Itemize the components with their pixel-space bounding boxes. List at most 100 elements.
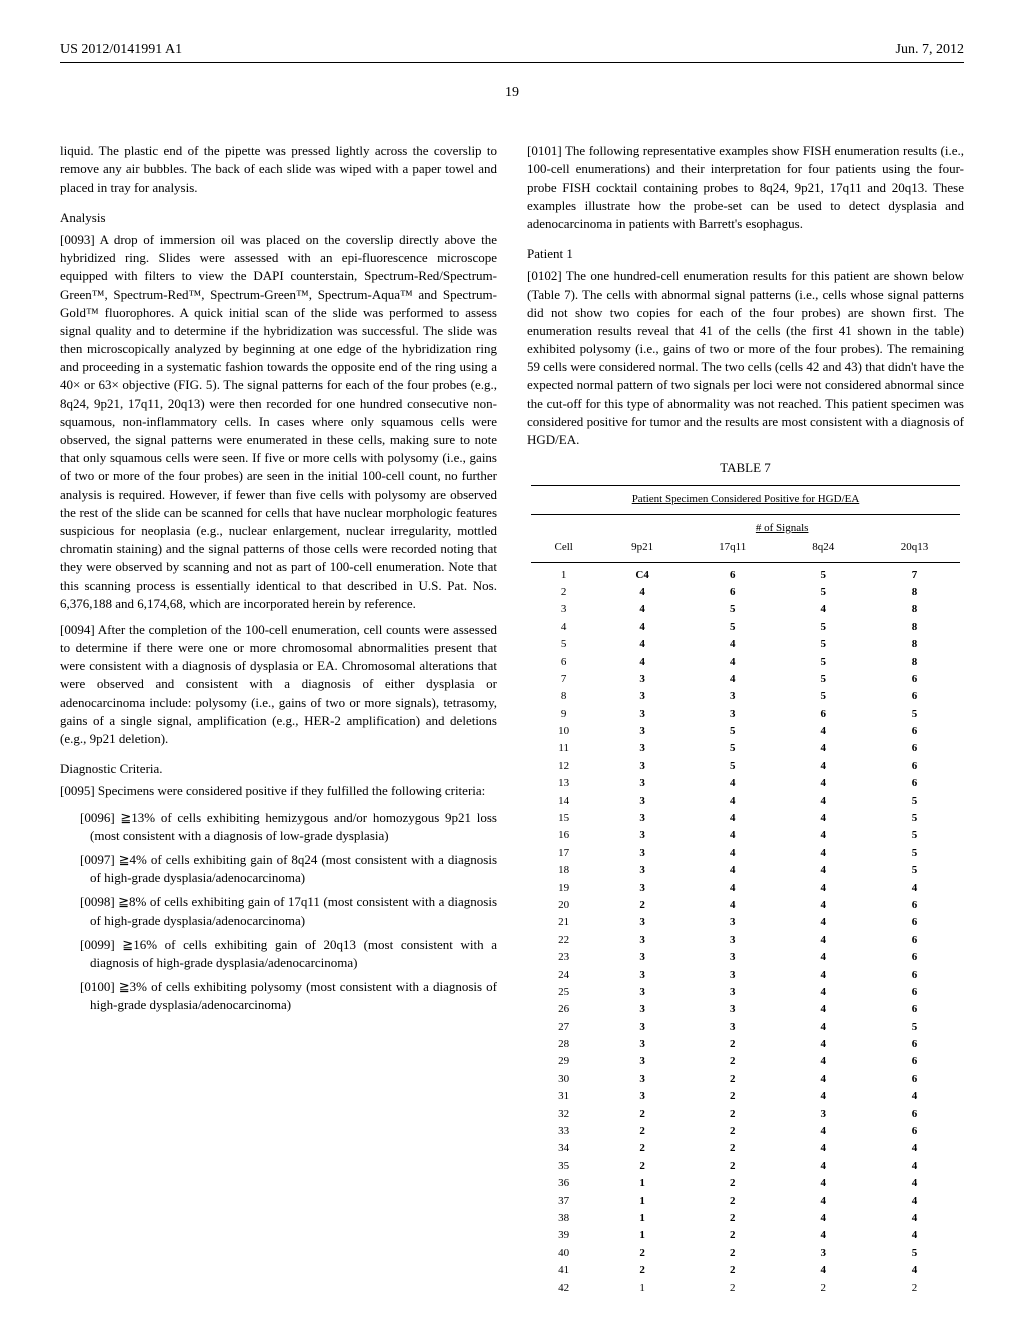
table-row: 163445	[527, 827, 964, 844]
table-cell: 13	[527, 775, 600, 792]
table-cell: 5	[684, 601, 782, 618]
table-cell: 3	[600, 880, 684, 897]
table-row: 273345	[527, 1019, 964, 1036]
table-row: 173445	[527, 845, 964, 862]
header-bar: US 2012/0141991 A1 Jun. 7, 2012	[60, 40, 964, 63]
table-cell: 21	[527, 914, 600, 931]
table-cell: 4	[782, 1210, 866, 1227]
table-cell: 4	[782, 1088, 866, 1105]
table-cell: 4	[527, 619, 600, 636]
table-cell: 4	[782, 775, 866, 792]
table-cell: 22	[527, 932, 600, 949]
header-left: US 2012/0141991 A1	[60, 40, 182, 60]
table-cell: 4	[782, 1193, 866, 1210]
table-row: 193444	[527, 880, 964, 897]
table-cell: 11	[527, 740, 600, 757]
table-row: 73456	[527, 671, 964, 688]
table-cell: 4	[782, 1123, 866, 1140]
table-cell: 2	[782, 1280, 866, 1297]
table-cell: 2	[684, 1106, 782, 1123]
col-9p21: 9p21	[600, 538, 684, 557]
table-cell: 3	[600, 671, 684, 688]
table-row: 24658	[527, 584, 964, 601]
table-cell: 6	[684, 567, 782, 584]
table-cell: 4	[782, 810, 866, 827]
table-cell: 27	[527, 1019, 600, 1036]
table-cell: 3	[600, 775, 684, 792]
table-cell: 3	[600, 845, 684, 862]
table-cell: 5	[684, 619, 782, 636]
table-cell: 3	[684, 1001, 782, 1018]
table-cell: 4	[782, 827, 866, 844]
criteria-0098: [0098] ≧8% of cells exhibiting gain of 1…	[80, 893, 497, 929]
table-row: 391244	[527, 1227, 964, 1244]
table-cell: 40	[527, 1245, 600, 1262]
criteria-0100: [0100] ≧3% of cells exhibiting polysomy …	[80, 978, 497, 1014]
table-cell: 6	[865, 671, 964, 688]
table-cell: 5	[782, 671, 866, 688]
col-8q24: 8q24	[782, 538, 866, 557]
table-cell: 4	[865, 1210, 964, 1227]
criteria-0097: [0097] ≧4% of cells exhibiting gain of 8…	[80, 851, 497, 887]
table-cell: 4	[865, 880, 964, 897]
table-cell: 5	[865, 1245, 964, 1262]
table-cell: 2	[684, 1123, 782, 1140]
table-cell: 4	[684, 775, 782, 792]
table-cell: 5	[865, 810, 964, 827]
table7-label: TABLE 7	[527, 459, 964, 477]
para-0101: [0101] The following representative exam…	[527, 142, 964, 233]
table-cell: 7	[865, 567, 964, 584]
table-cell: 4	[865, 1158, 964, 1175]
table-cell: 3	[600, 932, 684, 949]
table-cell: 3	[600, 862, 684, 879]
table-cell: 5	[782, 584, 866, 601]
table-cell: 2	[684, 1193, 782, 1210]
table-row: 402235	[527, 1245, 964, 1262]
table-cell: 3	[600, 1071, 684, 1088]
table-cell: 3	[600, 827, 684, 844]
table-cell: 4	[782, 967, 866, 984]
table-cell: 1	[600, 1210, 684, 1227]
table-row: 223346	[527, 932, 964, 949]
table-cell: 6	[684, 584, 782, 601]
table-cell: 4	[782, 1036, 866, 1053]
table-cell: 1	[600, 1227, 684, 1244]
table-cell: 2	[600, 1245, 684, 1262]
table-cell: 4	[782, 1175, 866, 1192]
table-cell: 4	[782, 862, 866, 879]
table-row: 233346	[527, 949, 964, 966]
table-cell: 6	[865, 914, 964, 931]
table-cell: 14	[527, 793, 600, 810]
table-cell: 4	[782, 1227, 866, 1244]
col-cell: Cell	[527, 538, 600, 557]
table-cell: 2	[865, 1280, 964, 1297]
table-cell: 3	[600, 1053, 684, 1070]
table-cell: 4	[782, 932, 866, 949]
table-cell: 4	[684, 845, 782, 862]
table-cell: 2	[684, 1053, 782, 1070]
table-cell: 1	[600, 1175, 684, 1192]
table-cell: 3	[600, 706, 684, 723]
table-row: 44558	[527, 619, 964, 636]
table-cell: 4	[684, 897, 782, 914]
table-row: 322236	[527, 1106, 964, 1123]
table-cell: 7	[527, 671, 600, 688]
table-cell: 6	[865, 775, 964, 792]
table-cell: 4	[865, 1193, 964, 1210]
table-cell: 2	[600, 1262, 684, 1279]
table-row: 202446	[527, 897, 964, 914]
table-row: 283246	[527, 1036, 964, 1053]
table-cell: C4	[600, 567, 684, 584]
table-cell: 3	[684, 984, 782, 1001]
para-0095: [0095] Specimens were considered positiv…	[60, 782, 497, 800]
table-cell: 4	[782, 914, 866, 931]
table-cell: 3	[600, 1036, 684, 1053]
table-cell: 3	[684, 914, 782, 931]
table-cell: 3	[600, 914, 684, 931]
table-cell: 5	[684, 723, 782, 740]
criteria-0099: [0099] ≧16% of cells exhibiting gain of …	[80, 936, 497, 972]
analysis-heading: Analysis	[60, 209, 497, 227]
table-cell: 30	[527, 1071, 600, 1088]
table-row: 103546	[527, 723, 964, 740]
table-cell: 4	[782, 1019, 866, 1036]
